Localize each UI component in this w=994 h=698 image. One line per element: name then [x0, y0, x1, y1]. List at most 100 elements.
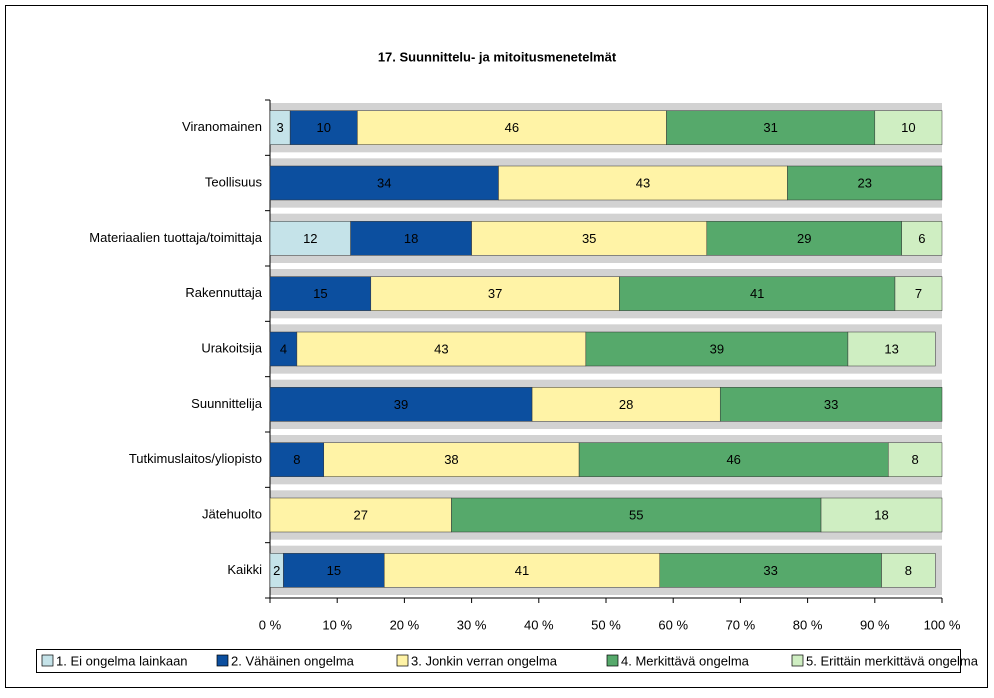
x-tick-label: 0 % [259, 617, 282, 632]
bar-segment [269, 276, 372, 311]
bar-segment [498, 165, 788, 201]
bar-segment [269, 331, 298, 367]
data-label: 8 [293, 452, 300, 467]
data-label: 41 [750, 286, 764, 301]
data-label: 10 [317, 120, 331, 135]
legend-swatch [41, 654, 54, 667]
bar-segment [269, 497, 452, 533]
bar-segment [370, 276, 620, 311]
data-label: 46 [726, 452, 740, 467]
bar-segment [820, 497, 943, 533]
bar-segment [719, 387, 943, 422]
bar-segment [296, 331, 587, 367]
bar-segment [874, 110, 943, 145]
data-label: 39 [394, 397, 408, 412]
bar-segment [901, 221, 943, 256]
data-label: 8 [905, 563, 912, 578]
data-label: 18 [404, 231, 418, 246]
data-label: 3 [276, 120, 283, 135]
bar-segment [531, 387, 721, 422]
x-tick-label: 60 % [658, 617, 688, 632]
data-label: 46 [505, 120, 519, 135]
data-label: 15 [327, 563, 341, 578]
bar-segment [847, 331, 936, 367]
bar-segment [787, 165, 943, 201]
x-tick-label: 30 % [457, 617, 487, 632]
data-label: 18 [874, 507, 888, 522]
bar-segment [269, 387, 533, 422]
data-label: 39 [710, 341, 724, 356]
data-label: 43 [636, 175, 650, 190]
bar-segment [706, 221, 902, 256]
data-label: 15 [313, 286, 327, 301]
data-label: 27 [353, 507, 367, 522]
legend-label: 4. Merkittävä ongelma [621, 653, 750, 668]
data-label: 28 [619, 397, 633, 412]
legend-swatch [396, 654, 409, 667]
data-label: 6 [918, 231, 925, 246]
y-tick-label: Jätehuolto [202, 506, 262, 521]
bar-segment [269, 442, 325, 477]
x-tick-label: 50 % [591, 617, 621, 632]
data-label: 33 [763, 563, 777, 578]
bar-segment [881, 553, 936, 588]
y-tick-label: Tutkimuslaitos/yliopisto [129, 451, 262, 466]
legend-label: 5. Erittäin merkittävä ongelma [806, 653, 979, 668]
data-label: 37 [488, 286, 502, 301]
x-tick-label: 70 % [726, 617, 756, 632]
x-tick-label: 10 % [322, 617, 352, 632]
bar-segment [619, 276, 896, 311]
data-label: 8 [912, 452, 919, 467]
y-tick-label: Kaikki [227, 562, 262, 577]
bar-segment [383, 553, 661, 588]
bar-segment [659, 553, 882, 588]
x-tick-label: 20 % [390, 617, 420, 632]
bar-segment [323, 442, 580, 477]
x-tick-label: 90 % [860, 617, 890, 632]
legend-label: 1. Ei ongelma lainkaan [56, 653, 188, 668]
bar-segment [350, 221, 472, 256]
data-label: 10 [901, 120, 915, 135]
bar-segment [666, 110, 876, 145]
data-label: 34 [377, 175, 391, 190]
data-label: 4 [280, 341, 287, 356]
y-tick-label: Teollisuus [205, 174, 263, 189]
data-label: 23 [857, 175, 871, 190]
data-label: 55 [629, 507, 643, 522]
legend-swatch [216, 654, 229, 667]
bar-segment [894, 276, 943, 311]
bar-segment [269, 165, 499, 201]
legend-swatch [791, 654, 804, 667]
x-tick-label: 80 % [793, 617, 823, 632]
bar-segment [585, 331, 849, 367]
bar-segment [578, 442, 889, 477]
data-label: 29 [797, 231, 811, 246]
data-label: 35 [582, 231, 596, 246]
data-label: 12 [303, 231, 317, 246]
y-tick-label: Suunnittelija [191, 396, 263, 411]
chart-title: 17. Suunnittelu- ja mitoitusmenetelmät [378, 49, 617, 64]
data-label: 7 [915, 286, 922, 301]
legend-box [36, 649, 961, 673]
data-label: 31 [763, 120, 777, 135]
data-label: 43 [434, 341, 448, 356]
legend-label: 2. Vähäinen ongelma [231, 653, 355, 668]
data-label: 41 [515, 563, 529, 578]
y-tick-label: Urakoitsija [201, 340, 262, 355]
x-tick-label: 100 % [924, 617, 961, 632]
bar-segment [451, 497, 822, 533]
legend-label: 3. Jonkin verran ongelma [411, 653, 558, 668]
y-tick-label: Materiaalien tuottaja/toimittaja [89, 230, 262, 245]
bar-segment [289, 110, 358, 145]
bar-segment [471, 221, 708, 256]
y-tick-label: Rakennuttaja [185, 285, 262, 300]
bar-segment [269, 221, 351, 256]
legend-swatch [606, 654, 619, 667]
x-tick-label: 40 % [524, 617, 554, 632]
data-label: 13 [884, 341, 898, 356]
bar-segment [283, 553, 385, 588]
data-label: 2 [273, 563, 280, 578]
data-label: 38 [444, 452, 458, 467]
data-label: 33 [824, 397, 838, 412]
